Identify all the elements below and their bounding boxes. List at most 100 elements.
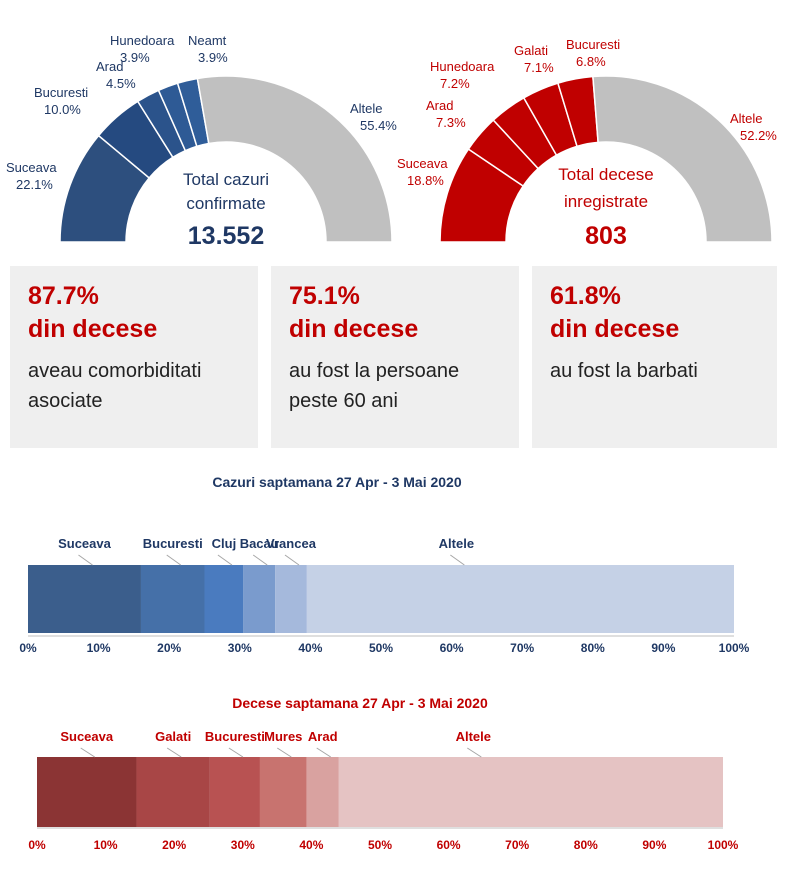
gauge-total-value: 13.552 — [188, 222, 264, 250]
bar-label-leader — [277, 747, 292, 758]
bar-segment-label: Altele — [439, 536, 474, 551]
stat-box-male: 61.8% din decese au fost la barbati — [532, 266, 777, 448]
bar-tick-label: 50% — [368, 838, 392, 852]
stat-heading: din decese — [28, 315, 158, 343]
bar-tick-label: 70% — [510, 641, 534, 655]
bar-tick-label: 70% — [505, 838, 529, 852]
bar-label-leader — [166, 747, 182, 758]
gauge-center-subtitle: confirmate — [186, 194, 265, 213]
stat-box-age: 75.1% din decese au fost la persoane pes… — [271, 266, 519, 448]
bar-label-leader — [467, 747, 482, 758]
gauge-label-pct: 18.8% — [407, 173, 444, 188]
bar-tick-label: 100% — [719, 641, 750, 655]
bar-tick-label: 60% — [437, 838, 461, 852]
gauge-label-name: Hunedoara — [110, 33, 175, 48]
bar-label-leader — [450, 554, 465, 566]
gauge-label-pct: 3.9% — [198, 50, 228, 65]
bar-segment-label: Galati — [155, 729, 191, 744]
bar-label-leader — [217, 554, 233, 566]
gauge-label: Galati 7.1% — [514, 43, 554, 75]
bar-segment-label: Mures — [264, 729, 302, 744]
bar-segment-label: Bucuresti — [205, 729, 265, 744]
gauge-label-name: Arad — [96, 59, 123, 74]
gauge-center-subtitle: inregistrate — [564, 192, 648, 211]
bar-segment-label: Bacau — [240, 536, 279, 551]
gauge-label-pct: 7.2% — [440, 76, 470, 91]
bar-segment — [28, 565, 141, 633]
stat-percent: 87.7% — [28, 282, 99, 310]
gauge-label: Bucuresti 10.0% — [34, 85, 88, 117]
gauge-label-pct: 7.3% — [436, 115, 466, 130]
bar-tick-label: 20% — [157, 641, 181, 655]
gauge-total-value: 803 — [585, 222, 627, 250]
gauge-label-pct: 55.4% — [360, 118, 397, 133]
gauge-label-name: Altele — [730, 111, 763, 126]
bar-segment-label: Suceava — [60, 729, 114, 744]
bar-tick-label: 30% — [231, 838, 255, 852]
bar-label-leader — [80, 747, 96, 758]
gauge-label: Neamt 3.9% — [188, 33, 228, 65]
bar-tick-label: 50% — [369, 641, 393, 655]
gauge-label-pct: 22.1% — [16, 177, 53, 192]
stacked-bar-chart: Cazuri saptamana 27 Apr - 3 Mai 2020 Suce… — [19, 474, 749, 655]
stat-heading: din decese — [550, 315, 680, 343]
gauge-label: Hunedoara 3.9% — [110, 33, 175, 65]
bar-segment — [209, 757, 260, 827]
bar-tick-label: 80% — [574, 838, 598, 852]
gauge-chart: Suceava 18.8% Arad 7.3% Hunedoara 7.2% Galati 7… — [397, 37, 777, 250]
bar-tick-label: 40% — [299, 838, 323, 852]
bar-segment — [136, 757, 210, 827]
bar-segment — [140, 565, 205, 633]
gauge-segment — [196, 75, 393, 243]
stat-percent: 61.8% — [550, 282, 621, 310]
bar-segment — [204, 565, 244, 633]
gauge-label-name: Suceava — [397, 156, 448, 171]
gauge-label-pct: 4.5% — [106, 76, 136, 91]
bar-tick-label: 40% — [298, 641, 322, 655]
stat-description: aveau comorbiditati asociate — [28, 360, 202, 412]
bar-segment — [37, 757, 137, 827]
stat-box-comorbidities: 87.7% din decese aveau comorbiditati aso… — [10, 266, 258, 448]
gauge-label-name: Neamt — [188, 33, 227, 48]
gauge-center-title: Total decese — [558, 165, 653, 184]
bar-label-leader — [228, 747, 244, 758]
bar-segment — [306, 757, 339, 827]
bar-segment — [259, 757, 307, 827]
gauge-label-name: Bucuresti — [34, 85, 88, 100]
gauge-label-pct: 7.1% — [524, 60, 554, 75]
bar-tick-label: 10% — [94, 838, 118, 852]
bar-tick-label: 90% — [642, 838, 666, 852]
gauge-label: Hunedoara 7.2% — [430, 59, 495, 91]
bar-chart-title: Cazuri saptamana 27 Apr - 3 Mai 2020 — [212, 474, 461, 490]
bar-tick-label: 0% — [28, 838, 46, 852]
bar-segment — [243, 565, 276, 633]
bar-tick-label: 80% — [581, 641, 605, 655]
bar-segment-label: Suceava — [58, 536, 112, 551]
gauge-label: Suceava 22.1% — [6, 160, 57, 192]
gauge-segment — [592, 75, 773, 243]
bar-tick-label: 100% — [708, 838, 739, 852]
bar-segment-label: Altele — [456, 729, 491, 744]
bar-segment-label: Vrancea — [266, 536, 317, 551]
gauge-label: Altele 55.4% — [350, 101, 397, 133]
bar-label-leader — [252, 554, 268, 566]
bar-segment — [338, 757, 723, 827]
gauge-label: Bucuresti 6.8% — [566, 37, 620, 69]
gauge-label-name: Suceava — [6, 160, 57, 175]
bar-segment-label: Arad — [308, 729, 338, 744]
gauge-label-name: Altele — [350, 101, 383, 116]
stacked-bar-chart: Decese saptamana 27 Apr - 3 Mai 2020 Suce… — [28, 695, 738, 852]
bar-label-leader — [284, 554, 300, 566]
bar-segment — [306, 565, 734, 633]
bar-tick-label: 30% — [228, 641, 252, 655]
gauge-label: Arad 7.3% — [426, 98, 466, 130]
bar-label-leader — [166, 554, 182, 566]
gauge-label-name: Galati — [514, 43, 548, 58]
gauge-label-name: Hunedoara — [430, 59, 495, 74]
bar-label-leader — [78, 554, 93, 566]
gauge-label-pct: 6.8% — [576, 54, 606, 69]
stat-percent: 75.1% — [289, 282, 360, 310]
gauge-label-name: Arad — [426, 98, 453, 113]
gauge-label-pct: 10.0% — [44, 102, 81, 117]
gauge-label-name: Bucuresti — [566, 37, 620, 52]
